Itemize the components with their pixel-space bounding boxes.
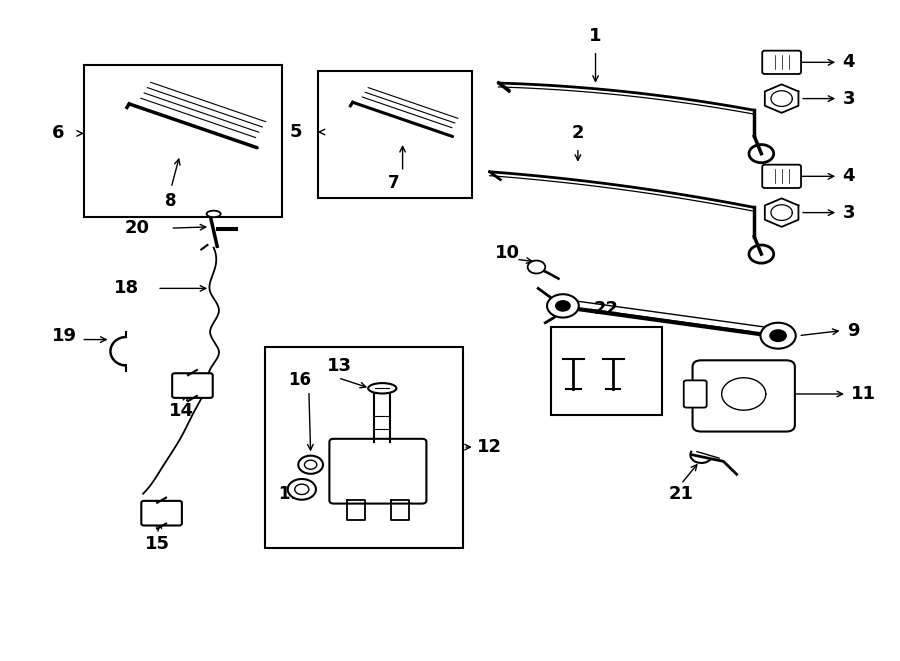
Text: 15: 15 [145,535,170,553]
Text: 8: 8 [166,192,176,210]
Circle shape [527,260,545,274]
Polygon shape [765,198,798,227]
Circle shape [760,323,796,348]
Text: 3: 3 [842,90,855,108]
FancyBboxPatch shape [762,165,801,188]
Text: 17: 17 [278,485,301,504]
Bar [84,65,283,217]
Circle shape [770,329,787,342]
Text: 6: 6 [52,124,65,142]
FancyBboxPatch shape [693,360,795,432]
FancyBboxPatch shape [329,439,427,504]
Bar [318,71,472,198]
FancyBboxPatch shape [141,501,182,525]
Text: 4: 4 [842,54,855,71]
Text: 9: 9 [847,321,860,340]
Text: 16: 16 [289,371,311,389]
Polygon shape [765,85,798,113]
Text: 3: 3 [842,204,855,221]
Circle shape [288,479,316,500]
Bar [265,347,464,547]
Text: 21: 21 [669,485,694,503]
Text: 18: 18 [113,280,139,297]
Text: 5: 5 [290,123,302,141]
FancyBboxPatch shape [684,380,706,408]
Text: 4: 4 [842,167,855,185]
Bar [552,327,662,414]
Text: 10: 10 [495,244,520,262]
Ellipse shape [207,211,220,217]
Text: 7: 7 [388,175,400,192]
Text: 11: 11 [851,385,877,403]
Ellipse shape [368,383,396,393]
Circle shape [547,294,579,317]
Text: 19: 19 [52,327,77,344]
Text: 22: 22 [594,300,619,318]
Text: 14: 14 [168,403,194,420]
Text: 20: 20 [124,219,149,237]
Text: 1: 1 [590,26,602,45]
Circle shape [298,455,323,474]
Text: 2: 2 [572,124,584,142]
Text: 13: 13 [328,357,352,375]
FancyBboxPatch shape [762,51,801,74]
FancyBboxPatch shape [172,373,212,398]
Text: 12: 12 [476,438,501,456]
Circle shape [555,300,571,312]
